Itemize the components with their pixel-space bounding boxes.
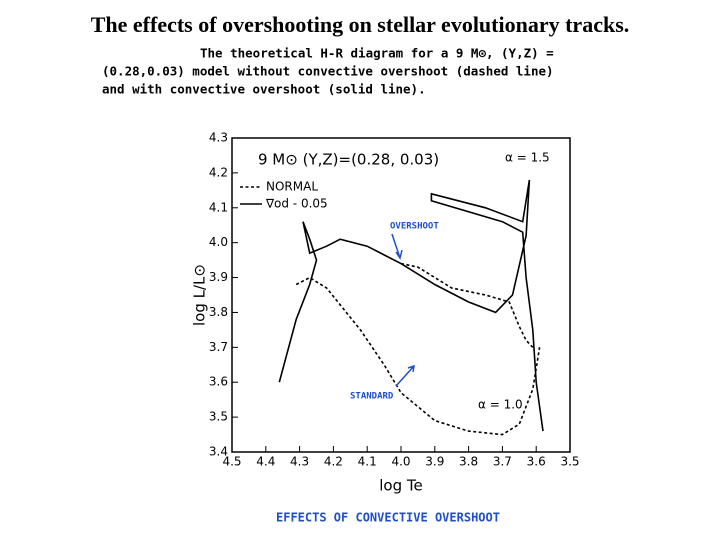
- footer: EFFECTS OF CONVECTIVE OVERSHOOT: [276, 511, 500, 525]
- x-tick-label: 3.7: [493, 455, 512, 469]
- legend-label: ∇od - 0.05: [265, 197, 328, 211]
- y-tick-label: 4.3: [209, 131, 228, 145]
- caption-line: and with convective overshoot (solid lin…: [102, 82, 426, 97]
- legend-label: NORMAL: [266, 180, 318, 194]
- x-axis-label: log Te: [379, 477, 422, 495]
- annotation: STANDARD: [350, 392, 394, 402]
- caption-line: (0.28,0.03) model without convective ove…: [102, 64, 554, 79]
- y-tick-label: 3.5: [209, 410, 228, 424]
- x-tick-label: 4.1: [358, 455, 377, 469]
- x-tick-label: 4.2: [324, 455, 343, 469]
- y-tick-label: 3.8: [209, 305, 228, 319]
- x-tick-label: 4.3: [290, 455, 309, 469]
- y-tick-label: 3.4: [209, 445, 228, 459]
- x-tick-label: 3.9: [425, 455, 444, 469]
- caption-line: The theoretical H-R diagram for a 9 M⊙, …: [200, 46, 554, 61]
- track-line: [278, 179, 544, 432]
- annotation: α = 1.5: [505, 151, 550, 165]
- arrow: [395, 364, 415, 387]
- x-tick-label: 4.5: [222, 455, 241, 469]
- annotation: 9 M⊙ (Y,Z)=(0.28, 0.03): [258, 151, 439, 169]
- arrow: [391, 233, 403, 260]
- y-tick-label: 4.2: [209, 165, 228, 179]
- y-tick-label: 3.7: [209, 340, 228, 354]
- x-tick-label: 4.0: [391, 455, 410, 469]
- x-tick-label: 3.6: [527, 455, 546, 469]
- annotation: α = 1.0: [478, 398, 523, 412]
- y-axis-label: log L/L⊙: [191, 264, 209, 326]
- y-tick-label: 3.9: [209, 270, 228, 284]
- annotation: OVERSHOOT: [390, 222, 439, 232]
- x-tick-label: 4.4: [256, 455, 275, 469]
- track-line: [295, 262, 541, 436]
- y-tick-label: 3.6: [209, 375, 228, 389]
- x-tick-label: 3.8: [459, 455, 478, 469]
- y-tick-label: 4.1: [209, 200, 228, 214]
- y-tick-label: 4.0: [209, 235, 228, 249]
- x-tick-label: 3.5: [560, 455, 579, 469]
- slide-title: The effects of overshooting on stellar e…: [91, 12, 630, 37]
